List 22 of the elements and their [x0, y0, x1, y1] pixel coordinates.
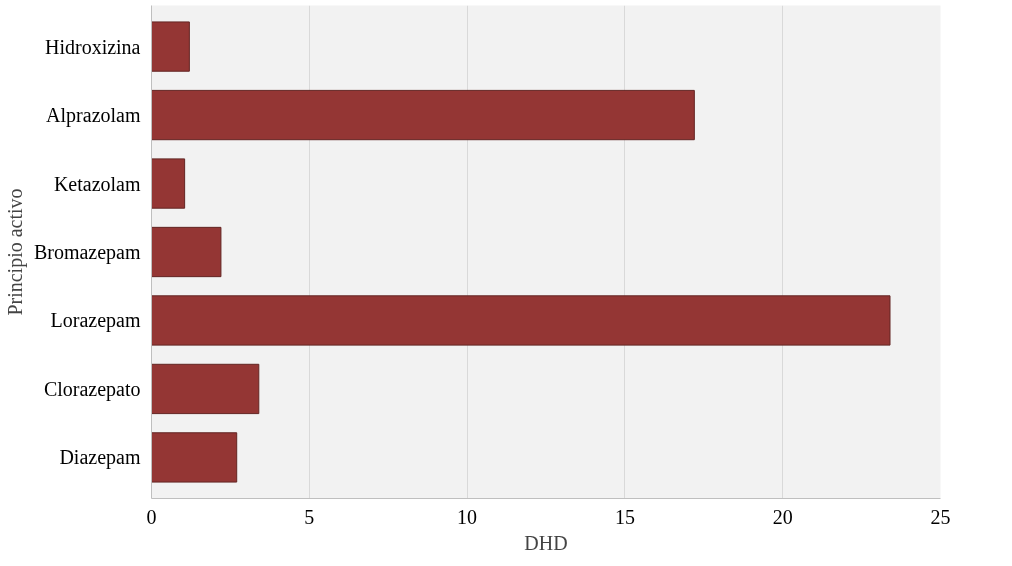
y-tick-label: Bromazepam — [33, 241, 141, 264]
y-tick-label: Ketazolam — [53, 172, 141, 195]
bar — [151, 432, 238, 483]
x-tick-label: 0 — [146, 505, 157, 528]
bar — [151, 89, 695, 141]
bar — [151, 158, 186, 209]
y-tick-label: Alprazolam — [46, 104, 141, 128]
bar — [151, 226, 222, 278]
bar — [151, 295, 891, 346]
x-tick-label: 20 — [772, 505, 793, 528]
x-tick-label: 5 — [304, 505, 315, 528]
bar — [151, 21, 190, 72]
x-tick-label: 10 — [457, 505, 478, 528]
y-tick-label: Lorazepam — [50, 309, 141, 333]
y-axis-title: Principio activo — [3, 188, 27, 316]
y-tick-label: Hidroxizina — [44, 35, 141, 58]
bar — [151, 363, 260, 415]
x-tick-label: 25 — [930, 505, 951, 528]
x-axis-title: DHD — [524, 531, 568, 554]
x-tick-label: 15 — [614, 505, 635, 528]
y-tick-label: Clorazepato — [43, 377, 141, 401]
y-tick-label: Diazepam — [59, 446, 141, 470]
